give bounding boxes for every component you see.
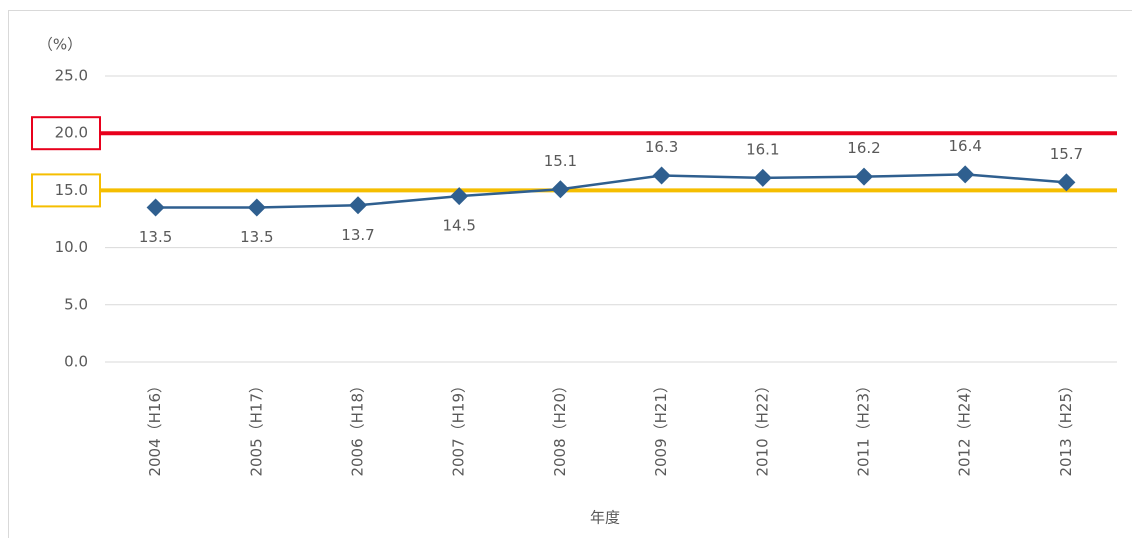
- x-tick-label: 2006（H18）: [349, 378, 367, 477]
- chart-frame: [8, 10, 1132, 538]
- series-line: [155, 173, 1067, 209]
- data-label: 15.1: [544, 152, 577, 170]
- point-marker: [956, 165, 975, 184]
- y-tick-label: 15.0: [55, 181, 88, 199]
- point-marker: [146, 198, 165, 217]
- y-unit-label: （%）: [38, 36, 82, 54]
- point-marker: [652, 166, 671, 185]
- x-axis-label: 年度: [590, 509, 620, 527]
- x-tick-label: 2008（H20）: [551, 378, 569, 477]
- x-tick-label: 2012（H24）: [956, 378, 974, 477]
- point-marker: [1057, 173, 1076, 192]
- y-tick-label: 10.0: [55, 238, 88, 256]
- y-tick-label: 0.0: [64, 353, 88, 371]
- point-marker: [450, 187, 469, 206]
- tick-label-box: [31, 173, 101, 208]
- data-label: 16.3: [645, 138, 678, 156]
- x-tick-label: 2013（H25）: [1057, 378, 1075, 477]
- data-label: 15.7: [1050, 145, 1083, 163]
- y-tick-label: 25.0: [55, 67, 88, 85]
- point-marker: [349, 196, 367, 215]
- x-tick-label: 2005（H17）: [247, 378, 265, 477]
- x-tick-label: 2007（H19）: [450, 378, 468, 477]
- y-tick-label: 5.0: [64, 295, 88, 313]
- point-marker: [753, 168, 772, 187]
- x-tick-label: 2011（H23）: [855, 378, 873, 477]
- data-label: 16.4: [948, 137, 981, 155]
- data-label: 16.2: [847, 139, 880, 157]
- data-label: 13.7: [341, 226, 374, 244]
- point-marker: [855, 167, 873, 186]
- data-label: 13.5: [139, 228, 172, 246]
- point-marker: [247, 198, 266, 217]
- x-tick-label: 2010（H22）: [753, 378, 771, 477]
- data-label: 14.5: [442, 217, 475, 235]
- x-tick-label: 2004（H16）: [146, 378, 164, 477]
- data-label: 16.1: [746, 140, 779, 158]
- point-marker: [551, 180, 570, 199]
- x-tick-label: 2009（H21）: [652, 378, 670, 477]
- y-tick-label: 20.0: [55, 124, 88, 142]
- data-label: 13.5: [240, 228, 273, 246]
